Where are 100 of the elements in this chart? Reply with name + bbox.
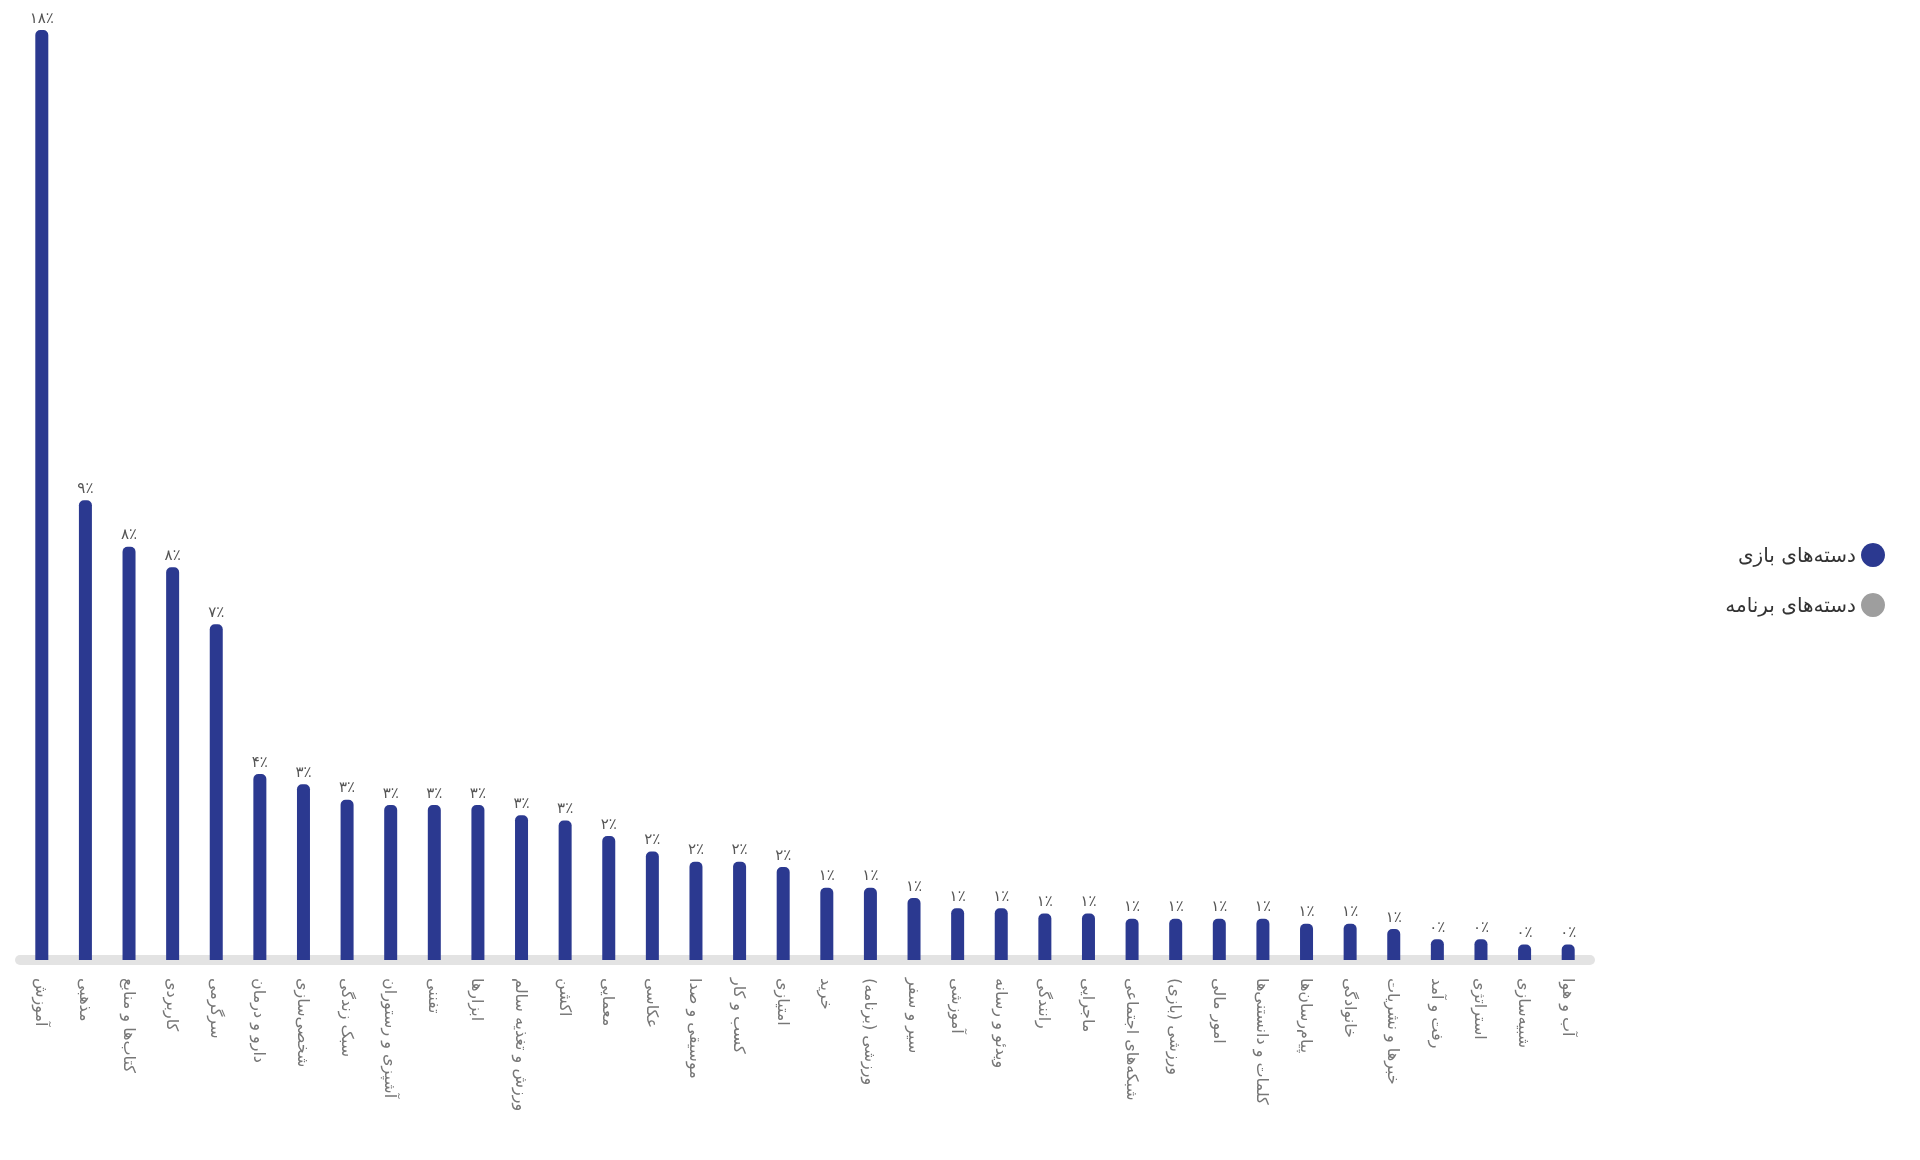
- x-tick-label: سیر و سفر: [903, 977, 924, 1054]
- x-tick-label: معمایی: [599, 978, 619, 1027]
- bar: [1474, 939, 1488, 960]
- bar: [1125, 918, 1139, 960]
- x-tick-label: کتاب‌ها و منابع: [118, 978, 139, 1074]
- x-tick-label: شخصی‌سازی: [292, 978, 313, 1068]
- bar: [1256, 918, 1270, 960]
- data-label: ۲٪: [600, 814, 617, 833]
- x-tick-label: تفننی: [424, 978, 444, 1014]
- data-label: ۲٪: [644, 830, 661, 848]
- bar: [820, 887, 834, 960]
- x-tick-label: آب و هوا: [1557, 978, 1578, 1039]
- data-label: ۷٪: [208, 602, 225, 621]
- bar: [1038, 913, 1052, 960]
- x-tick-label: کاربردی: [162, 978, 183, 1032]
- data-label: ۸٪: [120, 525, 138, 544]
- x-tick-label: ورزشی (بازی): [1165, 978, 1186, 1076]
- bar: [733, 861, 747, 960]
- data-label: ۱٪: [818, 866, 835, 885]
- x-tick-label: امور مالی: [1208, 978, 1229, 1044]
- bar: [166, 567, 180, 960]
- x-tick-label: سبک زندگی: [336, 978, 357, 1058]
- legend-label: دسته‌های برنامه: [1725, 593, 1856, 617]
- bar: [427, 805, 441, 960]
- data-label: ۰٪: [1472, 917, 1490, 936]
- x-tick-label: کسب و کار: [729, 977, 750, 1055]
- x-tick-label: موسیقی و صدا: [685, 978, 706, 1079]
- data-label: ۳٪: [557, 799, 574, 817]
- x-tick-label: رفت و آمد: [1426, 978, 1447, 1049]
- x-tick-label: ورزشی (برنامه): [859, 978, 880, 1086]
- data-label: ۱٪: [1385, 907, 1402, 926]
- bar: [209, 624, 223, 960]
- data-label: ۱۸٪: [29, 8, 54, 27]
- x-tick-label: اکشن: [554, 978, 575, 1017]
- bar: [907, 898, 921, 960]
- data-label: ۳٪: [426, 783, 443, 802]
- data-label: ۸٪: [164, 545, 181, 564]
- data-label: ۱٪: [905, 876, 923, 895]
- bar: [1081, 913, 1095, 960]
- bar: [1430, 939, 1444, 960]
- data-label: ۱٪: [1298, 902, 1315, 921]
- x-tick-label: سرگرمی: [205, 978, 226, 1039]
- bar: [471, 805, 485, 960]
- data-label: ۲٪: [775, 845, 792, 864]
- data-label: ۲٪: [687, 840, 705, 859]
- bar: [1387, 929, 1401, 960]
- data-label: ۳٪: [513, 793, 530, 812]
- x-tick-label: ابزارها: [467, 978, 488, 1022]
- data-label: ۲٪: [731, 840, 748, 859]
- bar: [340, 799, 354, 960]
- bar: [1169, 918, 1183, 960]
- bar: [602, 836, 616, 960]
- bar: [863, 887, 877, 960]
- data-label: ۴٪: [251, 752, 268, 771]
- x-tick-label: آموزشی: [947, 978, 968, 1036]
- data-label: ۱٪: [1036, 892, 1053, 910]
- x-tick-label: شبکه‌های اجتماعی: [1122, 978, 1142, 1101]
- x-tick-label: دارو و درمان: [249, 978, 270, 1063]
- data-label: ۱٪: [1254, 897, 1271, 916]
- data-label: ۹٪: [77, 478, 94, 497]
- data-label: ۳٪: [469, 783, 486, 802]
- x-tick-label: آشپزی و رستوران: [380, 978, 401, 1100]
- bar: [515, 815, 529, 960]
- bar: [645, 851, 659, 960]
- bar: [994, 908, 1008, 960]
- data-label: ۱٪: [1342, 902, 1359, 921]
- data-label: ۰٪: [1516, 923, 1533, 941]
- x-tick-label: پیام‌رسان‌ها: [1296, 978, 1317, 1054]
- bar: [776, 867, 790, 960]
- data-label: ۱٪: [1080, 892, 1097, 910]
- bar: [1212, 918, 1226, 960]
- data-label: ۳٪: [339, 778, 356, 797]
- x-tick-label: مذهبی: [75, 978, 95, 1022]
- data-label: ۱٪: [1167, 897, 1184, 916]
- bar: [35, 30, 49, 960]
- x-tick-label: عکاسی: [642, 978, 662, 1028]
- data-label: ۰٪: [1560, 923, 1577, 941]
- data-label: ۳٪: [382, 783, 399, 802]
- bar: [78, 500, 92, 960]
- x-tick-label: ورزش و تغذیه سالم: [511, 978, 532, 1112]
- x-tick-label: خانوادگی: [1339, 978, 1360, 1039]
- x-tick-label: خبرها و نشریات: [1383, 978, 1404, 1085]
- bar: [1300, 923, 1314, 960]
- x-tick-label: امتیازی: [772, 978, 793, 1026]
- x-tick-label: کلمات و دانستنی‌ها: [1252, 978, 1273, 1105]
- bar: [558, 820, 572, 960]
- data-label: ۰٪: [1429, 917, 1446, 936]
- x-tick-label: شبیه‌سازی: [1514, 978, 1535, 1049]
- data-label: ۳٪: [295, 762, 312, 781]
- x-tick-label: آموزش: [31, 978, 52, 1029]
- bar: [384, 805, 398, 960]
- bar: [122, 546, 136, 960]
- data-label: ۱٪: [1211, 897, 1228, 916]
- data-label: ۱٪: [1124, 897, 1141, 916]
- x-tick-label: ماجرایی: [1077, 978, 1098, 1033]
- x-tick-label: استراتژی: [1470, 978, 1491, 1040]
- x-tick-label: ویدئو و رسانه: [990, 978, 1011, 1069]
- bar: [689, 861, 703, 960]
- data-label: ۱٪: [949, 886, 966, 905]
- legend-label: دسته‌های بازی: [1737, 543, 1856, 567]
